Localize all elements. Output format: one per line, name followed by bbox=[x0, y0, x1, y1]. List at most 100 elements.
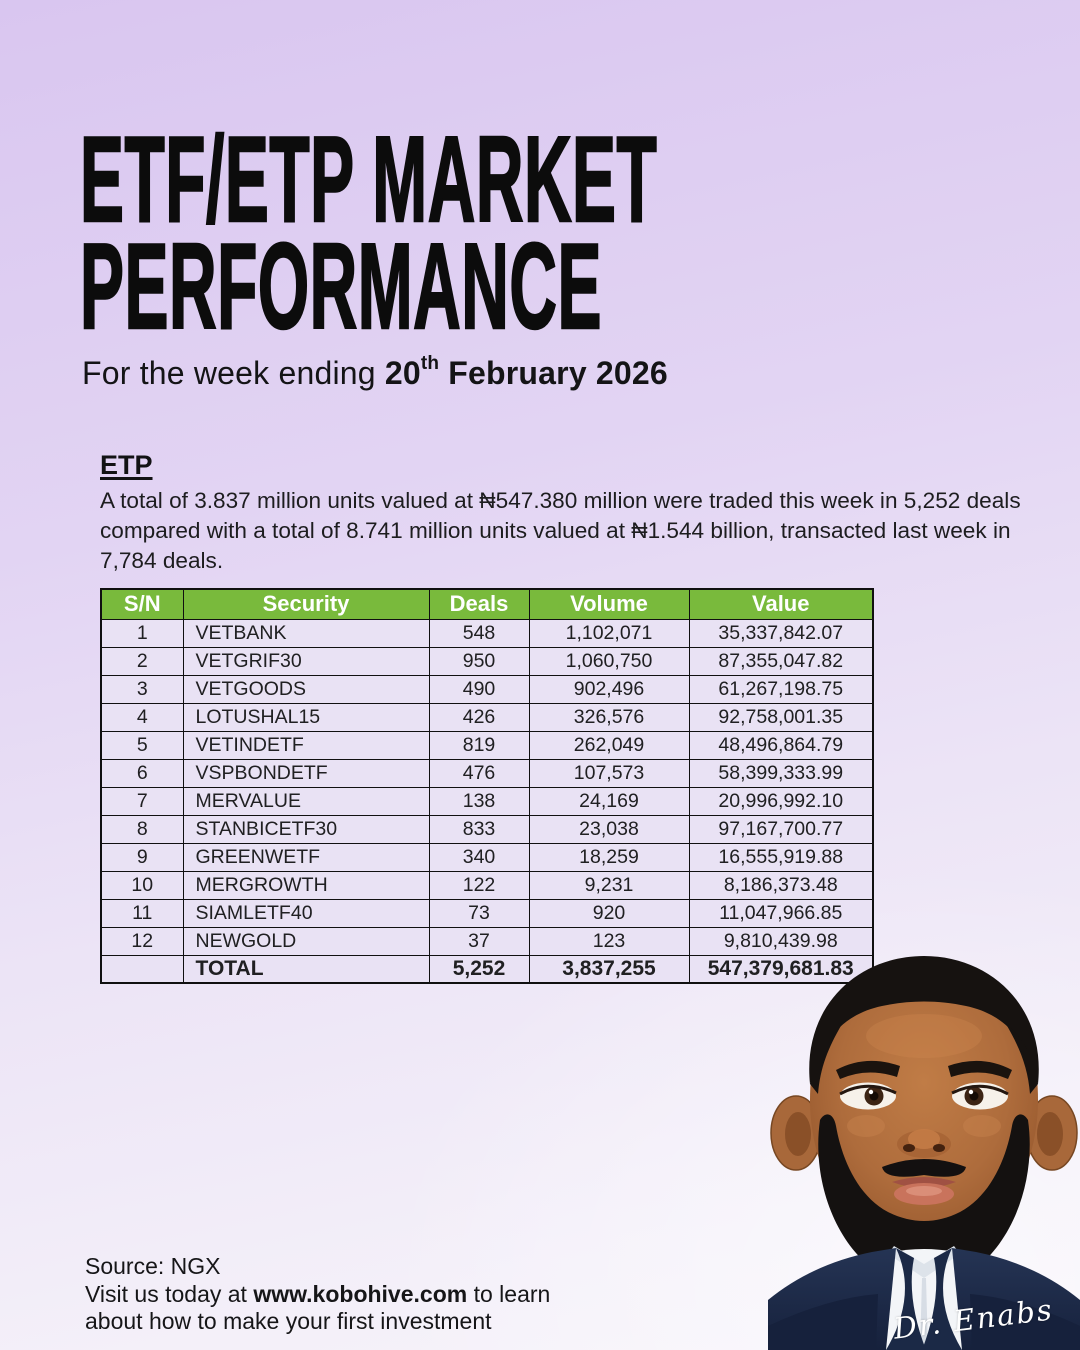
title-line-2: PERFORMANCE bbox=[79, 218, 603, 354]
table-row: 4 LOTUSHAL15 426 326,576 92,758,001.35 bbox=[100, 702, 874, 732]
subtitle-date-day: 20 bbox=[384, 355, 421, 391]
page-title: ETF/ETP MARKET PERFORMANCE bbox=[79, 111, 658, 354]
table-cell: 5 bbox=[100, 730, 184, 760]
table-cell: VETGOODS bbox=[182, 674, 430, 704]
total-cell-label: TOTAL bbox=[182, 954, 430, 984]
subtitle-date-ordinal: th bbox=[420, 353, 440, 374]
avatar-eyebrows bbox=[836, 1060, 1012, 1079]
title-line-1: ETF/ETP MARKET bbox=[79, 111, 658, 247]
table-cell: 48,496,864.79 bbox=[688, 730, 874, 760]
table-cell: 11 bbox=[100, 898, 184, 928]
col-header-deals: Deals bbox=[428, 588, 530, 620]
table-cell: 37 bbox=[428, 926, 530, 956]
table-row: 6 VSPBONDETF 476 107,573 58,399,333.99 bbox=[100, 758, 874, 788]
table-cell: 490 bbox=[428, 674, 530, 704]
table-cell: 819 bbox=[428, 730, 530, 760]
table-cell: 6 bbox=[100, 758, 184, 788]
col-header-value: Value bbox=[688, 588, 874, 620]
table-cell: 9,231 bbox=[528, 870, 690, 900]
table-cell: 4 bbox=[100, 702, 184, 732]
table-row: 2 VETGRIF30 950 1,060,750 87,355,047.82 bbox=[100, 646, 874, 676]
col-header-sn: S/N bbox=[100, 588, 184, 620]
table-cell: STANBICETF30 bbox=[182, 814, 430, 844]
table-cell: 24,169 bbox=[528, 786, 690, 816]
table-row: 3 VETGOODS 490 902,496 61,267,198.75 bbox=[100, 674, 874, 704]
col-header-volume: Volume bbox=[528, 588, 690, 620]
table-cell: 9 bbox=[100, 842, 184, 872]
table-footer: TOTAL 5,252 3,837,255 547,379,681.83 bbox=[100, 954, 874, 984]
table-cell: 10 bbox=[100, 870, 184, 900]
avatar-beard bbox=[818, 1114, 1030, 1287]
table-body: 1 VETBANK 548 1,102,071 35,337,842.07 2 VETGRI… bbox=[100, 618, 874, 956]
table-cell: 548 bbox=[428, 618, 530, 648]
table-cell: 12 bbox=[100, 926, 184, 956]
table-cell: 8 bbox=[100, 814, 184, 844]
table-cell: 920 bbox=[528, 898, 690, 928]
table-row: 11 SIAMLETF40 73 920 11,047,966.85 bbox=[100, 898, 874, 928]
table-cell: 122 bbox=[428, 870, 530, 900]
visit-prefix: Visit us today at bbox=[85, 1280, 254, 1307]
total-cell-volume: 3,837,255 bbox=[528, 954, 690, 984]
avatar-hair bbox=[809, 956, 1039, 1084]
table-cell: LOTUSHAL15 bbox=[182, 702, 430, 732]
table-cell: 8,186,373.48 bbox=[688, 870, 874, 900]
total-row: TOTAL 5,252 3,837,255 547,379,681.83 bbox=[100, 954, 874, 984]
table-cell: 107,573 bbox=[528, 758, 690, 788]
visit-suffix: to learn bbox=[467, 1280, 551, 1307]
section-heading: ETP bbox=[100, 450, 153, 480]
table-cell: 950 bbox=[428, 646, 530, 676]
table-cell: 326,576 bbox=[528, 702, 690, 732]
avatar-suit bbox=[768, 1248, 1080, 1350]
table-cell: 1 bbox=[100, 618, 184, 648]
avatar-nose bbox=[897, 1129, 951, 1158]
table-cell: 97,167,700.77 bbox=[688, 814, 874, 844]
table-row: 1 VETBANK 548 1,102,071 35,337,842.07 bbox=[100, 618, 874, 648]
table-row: 10 MERGROWTH 122 9,231 8,186,373.48 bbox=[100, 870, 874, 900]
avatar-face bbox=[810, 962, 1038, 1248]
table-cell: 2 bbox=[100, 646, 184, 676]
table-cell: 902,496 bbox=[528, 674, 690, 704]
table-cell: 9,810,439.98 bbox=[688, 926, 874, 956]
subtitle: For the week ending 20th February 2026 bbox=[82, 353, 668, 392]
table-cell: 262,049 bbox=[528, 730, 690, 760]
visit-line-1: Visit us today at www.kobohive.com to le… bbox=[85, 1281, 550, 1309]
table-header: S/N Security Deals Volume Value bbox=[100, 588, 874, 620]
table-cell: 476 bbox=[428, 758, 530, 788]
visit-line-2: about how to make your first investment bbox=[85, 1308, 492, 1334]
table-header-row: S/N Security Deals Volume Value bbox=[100, 588, 874, 620]
table-cell: 23,038 bbox=[528, 814, 690, 844]
etp-table-container: S/N Security Deals Volume Value 1 VETBANK… bbox=[100, 588, 874, 984]
website-link[interactable]: www.kobohive.com bbox=[253, 1280, 468, 1307]
table-row: 12 NEWGOLD 37 123 9,810,439.98 bbox=[100, 926, 874, 956]
table-cell: 833 bbox=[428, 814, 530, 844]
table-cell: 1,102,071 bbox=[528, 618, 690, 648]
table-cell: GREENWETF bbox=[182, 842, 430, 872]
table-cell: VETINDETF bbox=[182, 730, 430, 760]
table-row: 9 GREENWETF 340 18,259 16,555,919.88 bbox=[100, 842, 874, 872]
table-cell: VETGRIF30 bbox=[182, 646, 430, 676]
table-cell: VSPBONDETF bbox=[182, 758, 430, 788]
total-cell-sn bbox=[100, 954, 184, 984]
table-cell: 426 bbox=[428, 702, 530, 732]
etp-table: S/N Security Deals Volume Value 1 VETBANK… bbox=[100, 588, 874, 984]
table-cell: 73 bbox=[428, 898, 530, 928]
table-cell: 18,259 bbox=[528, 842, 690, 872]
footer: Source: NGX Visit us today at www.kobohi… bbox=[85, 1253, 550, 1336]
table-row: 7 MERVALUE 138 24,169 20,996,992.10 bbox=[100, 786, 874, 816]
total-cell-deals: 5,252 bbox=[428, 954, 530, 984]
subtitle-date-rest: February 2026 bbox=[439, 355, 668, 391]
table-cell: SIAMLETF40 bbox=[182, 898, 430, 928]
col-header-security: Security bbox=[182, 588, 430, 620]
table-cell: 20,996,992.10 bbox=[688, 786, 874, 816]
table-cell: 123 bbox=[528, 926, 690, 956]
table-cell: 58,399,333.99 bbox=[688, 758, 874, 788]
table-cell: VETBANK bbox=[182, 618, 430, 648]
table-cell: 61,267,198.75 bbox=[688, 674, 874, 704]
table-row: 8 STANBICETF30 833 23,038 97,167,700.77 bbox=[100, 814, 874, 844]
presenter-avatar bbox=[768, 956, 1080, 1350]
table-cell: NEWGOLD bbox=[182, 926, 430, 956]
table-cell: 340 bbox=[428, 842, 530, 872]
avatar-mouth bbox=[882, 1159, 966, 1205]
table-cell: 138 bbox=[428, 786, 530, 816]
